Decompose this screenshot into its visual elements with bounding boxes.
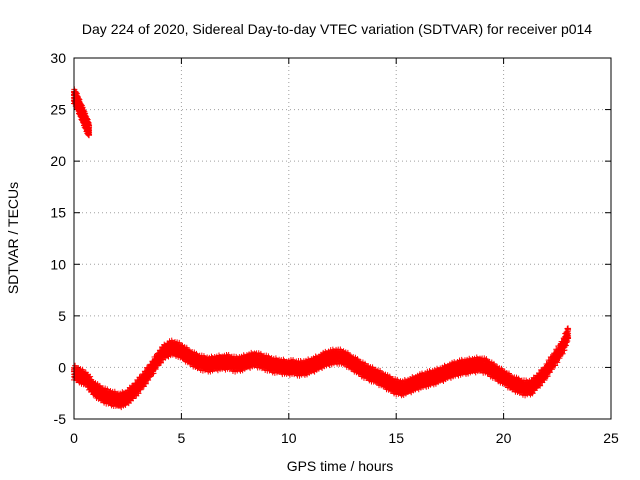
data-points	[71, 86, 572, 411]
y-tick-label: 30	[50, 50, 66, 66]
series-SDTVAR-main	[71, 325, 572, 411]
data-point	[87, 373, 94, 380]
grid-layer	[74, 58, 611, 419]
x-axis-label: GPS time / hours	[287, 458, 394, 474]
data-point	[86, 123, 93, 130]
x-tick-label: 15	[388, 430, 404, 446]
x-tick-label: 0	[70, 430, 78, 446]
y-axis-label: SDTVAR / TECUs	[5, 182, 21, 294]
series-SDTVAR-early	[71, 86, 93, 139]
y-tick-label: -5	[54, 411, 67, 427]
x-tick-label: 5	[178, 430, 186, 446]
y-tick-label: 0	[58, 359, 66, 375]
chart-title: Day 224 of 2020, Sidereal Day-to-day VTE…	[82, 21, 592, 37]
y-tick-label: 20	[50, 153, 66, 169]
x-tick-label: 20	[496, 430, 512, 446]
x-tick-label: 25	[603, 430, 619, 446]
y-tick-label: 15	[50, 205, 66, 221]
x-tick-label: 10	[281, 430, 297, 446]
y-tick-label: 5	[58, 308, 66, 324]
y-tick-label: 10	[50, 256, 66, 272]
y-tick-label: 25	[50, 102, 66, 118]
